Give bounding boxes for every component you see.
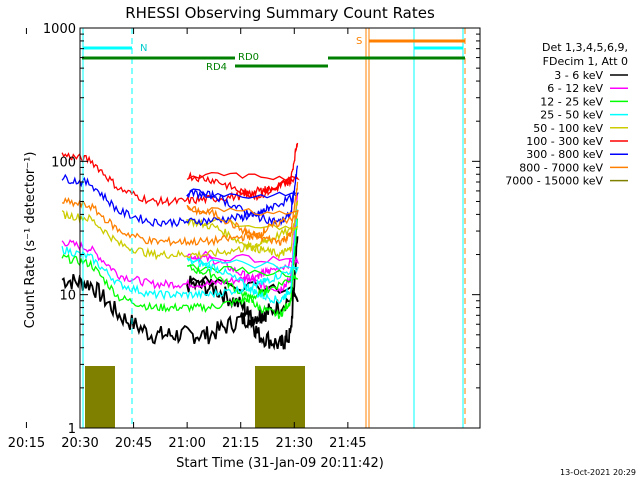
- series-line-6-12-kev: [61, 194, 300, 295]
- x-tick-label: 21:45: [329, 436, 366, 451]
- footer-date: 13-Oct-2021 20:29: [560, 468, 636, 477]
- series-line-25-50-kev: [61, 209, 299, 304]
- series-7000-15000-kev-block: [255, 366, 265, 428]
- legend-entry-label: 800 - 7000 keV: [519, 161, 603, 174]
- x-axis-label: Start Time (31-Jan-09 20:11:42): [176, 456, 384, 471]
- legend-header-1: Det 1,3,4,5,6,9,: [542, 41, 628, 54]
- series-7000-15000-kev-block: [85, 366, 95, 428]
- y-tick-label: 1000: [43, 22, 76, 37]
- series-7000-15000-kev-block: [275, 366, 285, 428]
- plot-frame: [79, 27, 481, 429]
- series-layer: [61, 142, 305, 428]
- legend: Det 1,3,4,5,6,9,FDecim 1, Att 03 - 6 keV…: [505, 41, 628, 188]
- y-tick-label: 1: [68, 422, 76, 437]
- chart-title: RHESSI Observing Summary Count Rates: [125, 4, 435, 22]
- legend-entry-label: 25 - 50 keV: [540, 109, 603, 122]
- y-axis-label: Count Rate (s⁻¹ detector⁻¹): [23, 152, 38, 329]
- legend-entry-label: 100 - 300 keV: [526, 135, 603, 148]
- x-tick-label: 21:30: [276, 436, 313, 451]
- series-7000-15000-kev-block: [105, 366, 115, 428]
- series-line-50-100-kev: [61, 200, 299, 261]
- night-label: N: [140, 43, 147, 54]
- legend-entry-label: 7000 - 15000 keV: [505, 175, 603, 188]
- annotation-layer: N S RD0 RD4: [82, 28, 466, 428]
- axis-layer: 20:15 20:30 20:45 21:00 21:15 21:30 21:45 1 10 10…: [8, 22, 480, 451]
- series-7000-15000-kev-block: [285, 366, 295, 428]
- series-line-12-25-kev: [61, 218, 299, 320]
- x-tick-label: 20:30: [61, 436, 98, 451]
- rd0-label: RD0: [238, 52, 259, 63]
- saa-label: S: [356, 36, 362, 47]
- legend-entry-label: 12 - 25 keV: [540, 95, 603, 108]
- series-line-300-800-kev: [61, 165, 300, 229]
- y-tick-label: 10: [59, 289, 76, 304]
- series-line-3-6-kev: [61, 236, 299, 351]
- x-tick-label: 20:15: [8, 436, 45, 451]
- legend-entry-label: 3 - 6 keV: [554, 69, 603, 82]
- series-7000-15000-kev-block: [95, 366, 105, 428]
- legend-header-2: FDecim 1, Att 0: [543, 55, 628, 68]
- series-7000-15000-kev-block: [295, 366, 305, 428]
- legend-entry-label: 6 - 12 keV: [547, 82, 603, 95]
- series-7000-15000-kev-block: [265, 366, 275, 428]
- series-line-100-300-kev: [61, 142, 300, 207]
- x-tick-label: 21:15: [222, 436, 259, 451]
- legend-entry-label: 50 - 100 keV: [533, 122, 603, 135]
- rd4-label: RD4: [206, 62, 227, 73]
- y-tick-label: 100: [51, 155, 76, 170]
- x-tick-label: 20:45: [115, 436, 152, 451]
- legend-entry-label: 300 - 800 keV: [526, 148, 603, 161]
- x-tick-label: 21:00: [168, 436, 205, 451]
- series-line-800-7000-kev: [61, 181, 299, 247]
